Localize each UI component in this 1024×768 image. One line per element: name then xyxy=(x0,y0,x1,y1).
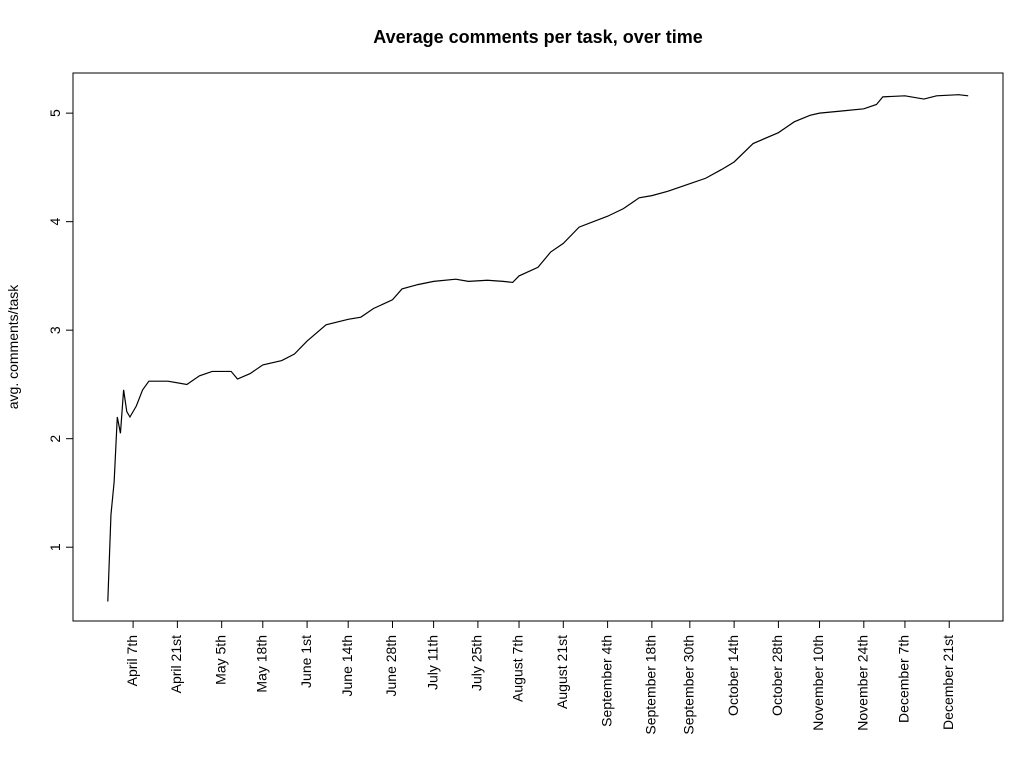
x-tick-label: September 18th xyxy=(643,635,659,735)
y-tick-label: 1 xyxy=(47,543,63,551)
x-tick-label: November 10th xyxy=(810,635,826,731)
x-tick-label: October 14th xyxy=(725,635,741,716)
y-tick-label: 4 xyxy=(47,218,63,226)
x-tick-label: June 14th xyxy=(339,635,355,697)
plot-frame xyxy=(72,72,1004,622)
x-tick-label: April 7th xyxy=(124,635,140,686)
x-tick-label: September 30th xyxy=(681,635,697,735)
x-tick-label: July 25th xyxy=(469,635,485,691)
x-tick-label: July 11th xyxy=(424,635,440,690)
y-axis-label: avg. comments/task xyxy=(5,284,21,409)
x-tick-label: June 1st xyxy=(298,635,314,688)
chart-title: Average comments per task, over time xyxy=(373,27,702,47)
x-tick-label: May 18th xyxy=(253,635,269,693)
x-tick-label: May 5th xyxy=(212,635,228,685)
data-line xyxy=(107,94,969,602)
y-tick-label: 3 xyxy=(47,326,63,334)
x-tick-label: October 28th xyxy=(769,635,785,716)
x-tick-label: April 21st xyxy=(168,635,184,693)
x-tick-label: June 28th xyxy=(383,635,399,697)
x-tick-label: December 7th xyxy=(896,635,912,723)
x-tick-label: December 21st xyxy=(940,635,956,730)
x-tick-label: August 21st xyxy=(554,635,570,709)
y-tick-label: 2 xyxy=(47,435,63,443)
x-tick-label: August 7th xyxy=(510,635,526,702)
x-tick-label: November 24th xyxy=(855,635,871,731)
x-tick-label: September 4th xyxy=(598,635,614,727)
y-tick-label: 5 xyxy=(47,109,63,117)
